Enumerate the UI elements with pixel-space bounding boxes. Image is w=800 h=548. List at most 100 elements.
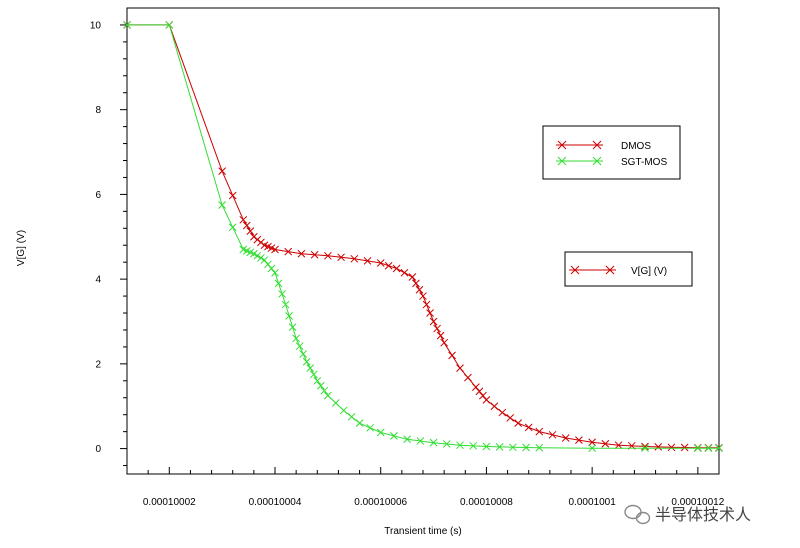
marker-stroke [498,408,507,417]
marker-stroke [588,438,596,447]
marker-stroke [495,443,504,451]
legend-label-dmos: DMOS [621,141,651,152]
data-point [506,414,515,422]
marker-stroke [260,241,269,250]
data-point [316,381,325,390]
watermark-text: 半导体技术人 [655,505,751,524]
marker-stroke [479,391,487,400]
marker-stroke [299,350,308,358]
marker-stroke [390,432,398,440]
data-point [448,351,456,360]
data-point [490,402,499,411]
data-point [522,443,530,452]
data-point [456,364,464,372]
data-point [715,444,723,453]
legend-marker-sgt-mos [557,156,602,166]
series-sgt-mos [123,21,723,453]
y-tick-label: 4 [95,275,101,286]
data-point [295,342,304,351]
y-tick-label: 0 [95,444,101,455]
data-point [456,441,464,450]
x-tick-label: 0.0001001 [569,497,617,508]
data-point [704,444,713,453]
marker-stroke [310,250,319,259]
marker-stroke [614,441,623,450]
marker-stroke [482,442,491,451]
marker-stroke [309,370,318,379]
marker-stroke [490,402,499,411]
marker-stroke [339,406,348,415]
marker-stroke [408,273,417,281]
data-point [403,435,411,444]
marker-stroke [641,444,649,453]
data-point [292,334,300,343]
wechat-icon [624,504,651,525]
marker-stroke [288,323,297,331]
data-point [281,300,290,309]
data-point [310,250,319,259]
data-point [299,350,308,358]
data-point [123,21,131,29]
marker-stroke [575,436,583,444]
data-point [654,443,663,451]
marker-stroke [264,260,272,269]
marker-stroke [295,342,304,351]
marker-stroke [324,251,332,260]
data-point [535,427,544,436]
data-point [412,279,420,288]
data-point [366,423,374,432]
marker-stroke [337,253,345,262]
data-point [535,443,544,452]
data-point [548,430,557,439]
marker-stroke [331,399,340,407]
data-point [313,376,322,385]
data-point [667,443,676,452]
data-point [218,167,226,175]
marker-stroke [384,261,393,270]
data-point [588,438,596,447]
marker-stroke [260,256,269,264]
marker-stroke [464,373,472,382]
data-point [392,264,401,273]
marker-stroke [242,221,251,230]
marker-stroke [246,227,255,235]
data-point [588,444,596,453]
x-axis: 0.00010002 0.00010004 0.00010006 0.00010008… [143,467,725,508]
data-point [271,268,279,277]
marker-stroke [278,290,286,298]
marker-stroke [271,245,279,254]
marker-stroke [292,334,300,343]
marker-stroke [228,223,237,232]
marker-stroke [506,414,515,422]
marker-stroke [426,309,434,317]
y-tick-label: 2 [95,359,101,370]
marker-stroke [267,244,276,252]
data-point [264,260,272,269]
marker-stroke [306,364,315,372]
marker-stroke [524,423,533,432]
data-point [472,383,480,392]
marker-stroke [271,268,279,277]
marker-stroke [302,357,311,366]
data-point [350,254,359,263]
data-point [408,273,417,281]
x-tick-label: 0.00010004 [249,497,302,508]
data-point [433,324,441,333]
data-point [347,412,356,421]
marker-stroke [267,264,276,273]
marker-stroke [253,251,262,260]
legend-label-sgt-mos: SGT-MOS [621,157,667,168]
data-point [253,251,262,260]
marker-stroke [285,311,293,320]
marker-stroke [482,396,491,404]
data-point [320,386,329,395]
marker-stroke [392,264,401,273]
data-point [641,444,649,453]
data-point [426,309,434,317]
marker-stroke [456,441,464,450]
marker-stroke [363,257,372,265]
marker-stroke [641,442,649,451]
data-point [228,223,237,232]
marker-stroke [366,423,374,432]
